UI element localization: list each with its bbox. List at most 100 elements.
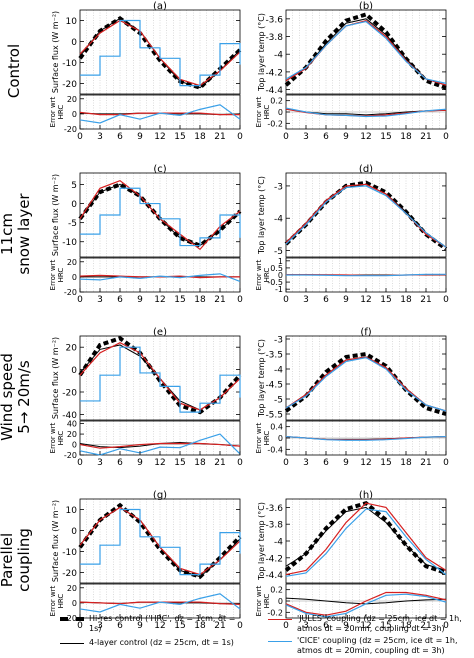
err-tick-label: 0 <box>72 599 77 608</box>
y-tick-label: 0 <box>71 366 77 376</box>
x-tick-label: 18 <box>400 132 412 142</box>
error-jules <box>285 591 447 616</box>
error-axis-label: Error wrtHRC <box>49 259 65 290</box>
error-axis-label: Error wrtHRC <box>255 96 271 127</box>
err-tick-label: 0 <box>72 110 77 119</box>
err-tick-label: -0.2 <box>267 119 283 128</box>
err-tick-label: 1 <box>278 257 283 266</box>
err-tick-label: -20 <box>64 451 77 460</box>
x-tick-label: 18 <box>400 621 412 631</box>
x-tick-label: 3 <box>97 132 103 142</box>
x-tick-label: 12 <box>360 621 371 631</box>
legend-label-jules: 'JULES' coupling (dz = 25cm, ice dt = 1h… <box>297 614 462 633</box>
x-tick-label: 6 <box>117 621 123 631</box>
err-tick-label: 0 <box>278 597 283 606</box>
panel-label: (f) <box>360 327 371 338</box>
x-tick-label: 9 <box>137 458 143 468</box>
err-tick-label: 0.2 <box>270 586 283 595</box>
row-title-text: 11cmsnow layer <box>0 193 33 275</box>
y-tick-label: -4.4 <box>265 571 283 581</box>
x-tick-label: 3 <box>97 621 103 631</box>
x-tick-label: 12 <box>154 458 165 468</box>
x-tick-label: 0 <box>77 132 83 142</box>
y-tick-label: -20 <box>62 389 77 399</box>
err-tick-label: 20 <box>67 430 77 439</box>
y-axis-label: Surface flux (W m⁻²) <box>51 11 60 93</box>
x-tick-label: 0 <box>237 621 243 631</box>
y-tick-label: 0 <box>71 38 77 48</box>
panel-label: (h) <box>359 490 373 501</box>
error-axis-label: Error wrtHRC <box>49 422 65 453</box>
legend-label-cice: 'CICE' coupling (dz = 25cm, ice dt = 1h,… <box>297 636 458 655</box>
x-tick-label: 9 <box>137 132 143 142</box>
panel-label: (e) <box>153 327 167 338</box>
y-tick-label: 10 <box>66 17 78 27</box>
plot-frame <box>285 172 447 258</box>
error-jules <box>79 274 240 279</box>
x-tick-label: 12 <box>360 458 371 468</box>
err-tick-label: 20 <box>67 584 77 593</box>
x-tick-label: 0 <box>283 132 289 142</box>
err-tick-label: 0 <box>278 271 283 280</box>
x-tick-label: 15 <box>380 621 391 631</box>
x-tick-label: 0 <box>443 295 449 305</box>
x-tick-label: 0 <box>443 132 449 142</box>
y-axis-label: Surface flux (W m⁻²) <box>51 174 60 256</box>
y-tick-label: -40 <box>62 411 77 421</box>
y-tick-label: -3.5 <box>265 351 283 361</box>
series-cice <box>80 346 241 413</box>
err-tick-label: -0.5 <box>267 278 283 287</box>
error-cice <box>286 273 446 277</box>
x-tick-label: 12 <box>154 621 165 631</box>
x-tick-label: 9 <box>343 132 349 142</box>
x-tick-label: 18 <box>194 295 206 305</box>
x-tick-label: 21 <box>420 621 431 631</box>
x-tick-label: 21 <box>214 295 225 305</box>
y-tick-label: -10 <box>62 548 77 558</box>
err-tick-label: 0.4 <box>270 423 283 432</box>
panel-label: (b) <box>359 1 373 12</box>
row-title-text: Control <box>5 44 23 98</box>
x-tick-label: 9 <box>137 295 143 305</box>
y-tick-label: -10 <box>62 59 77 69</box>
y-tick-label: -3 <box>274 336 283 346</box>
error-jules <box>79 442 241 449</box>
legend-item-four-layer: 4-layer control (dz = 25cm, dt = 1s) <box>60 638 250 648</box>
err-tick-label: 20 <box>67 95 77 104</box>
x-tick-label: 21 <box>420 295 431 305</box>
x-tick-label: 15 <box>174 621 185 631</box>
x-tick-label: 6 <box>117 458 123 468</box>
y-tick-label: 10 <box>66 506 78 516</box>
series-jules <box>285 502 447 576</box>
legend-swatch-four-layer <box>60 643 84 644</box>
error-cice <box>285 435 447 441</box>
err-tick-label: 0 <box>72 273 77 282</box>
x-tick-label: 12 <box>360 295 371 305</box>
y-tick-label: -5 <box>68 219 77 229</box>
panel-label: (g) <box>153 490 167 501</box>
x-tick-label: 6 <box>323 295 329 305</box>
x-tick-label: 18 <box>400 458 412 468</box>
x-tick-label: 15 <box>380 458 391 468</box>
series-cice <box>80 508 241 576</box>
y-tick-label: -3.8 <box>265 33 283 43</box>
y-axis-label: Surface flux (W m⁻²) <box>51 500 60 582</box>
row-title-4: Parellelcoupling <box>0 528 33 592</box>
x-tick-label: 15 <box>174 458 185 468</box>
y-tick-label: -3.8 <box>265 521 283 531</box>
y-tick-label: 0 <box>71 527 77 537</box>
series-cice <box>80 19 241 87</box>
x-tick-label: 15 <box>174 295 185 305</box>
err-tick-label: 0.5 <box>270 264 283 273</box>
y-tick-label: -3 <box>274 182 283 192</box>
x-tick-label: 18 <box>194 458 206 468</box>
legend-label-hires: Hi-res control ('HRC', dz = 1cm, dt = 1s… <box>89 614 236 633</box>
x-tick-label: 12 <box>360 132 371 142</box>
x-tick-label: 3 <box>303 458 309 468</box>
